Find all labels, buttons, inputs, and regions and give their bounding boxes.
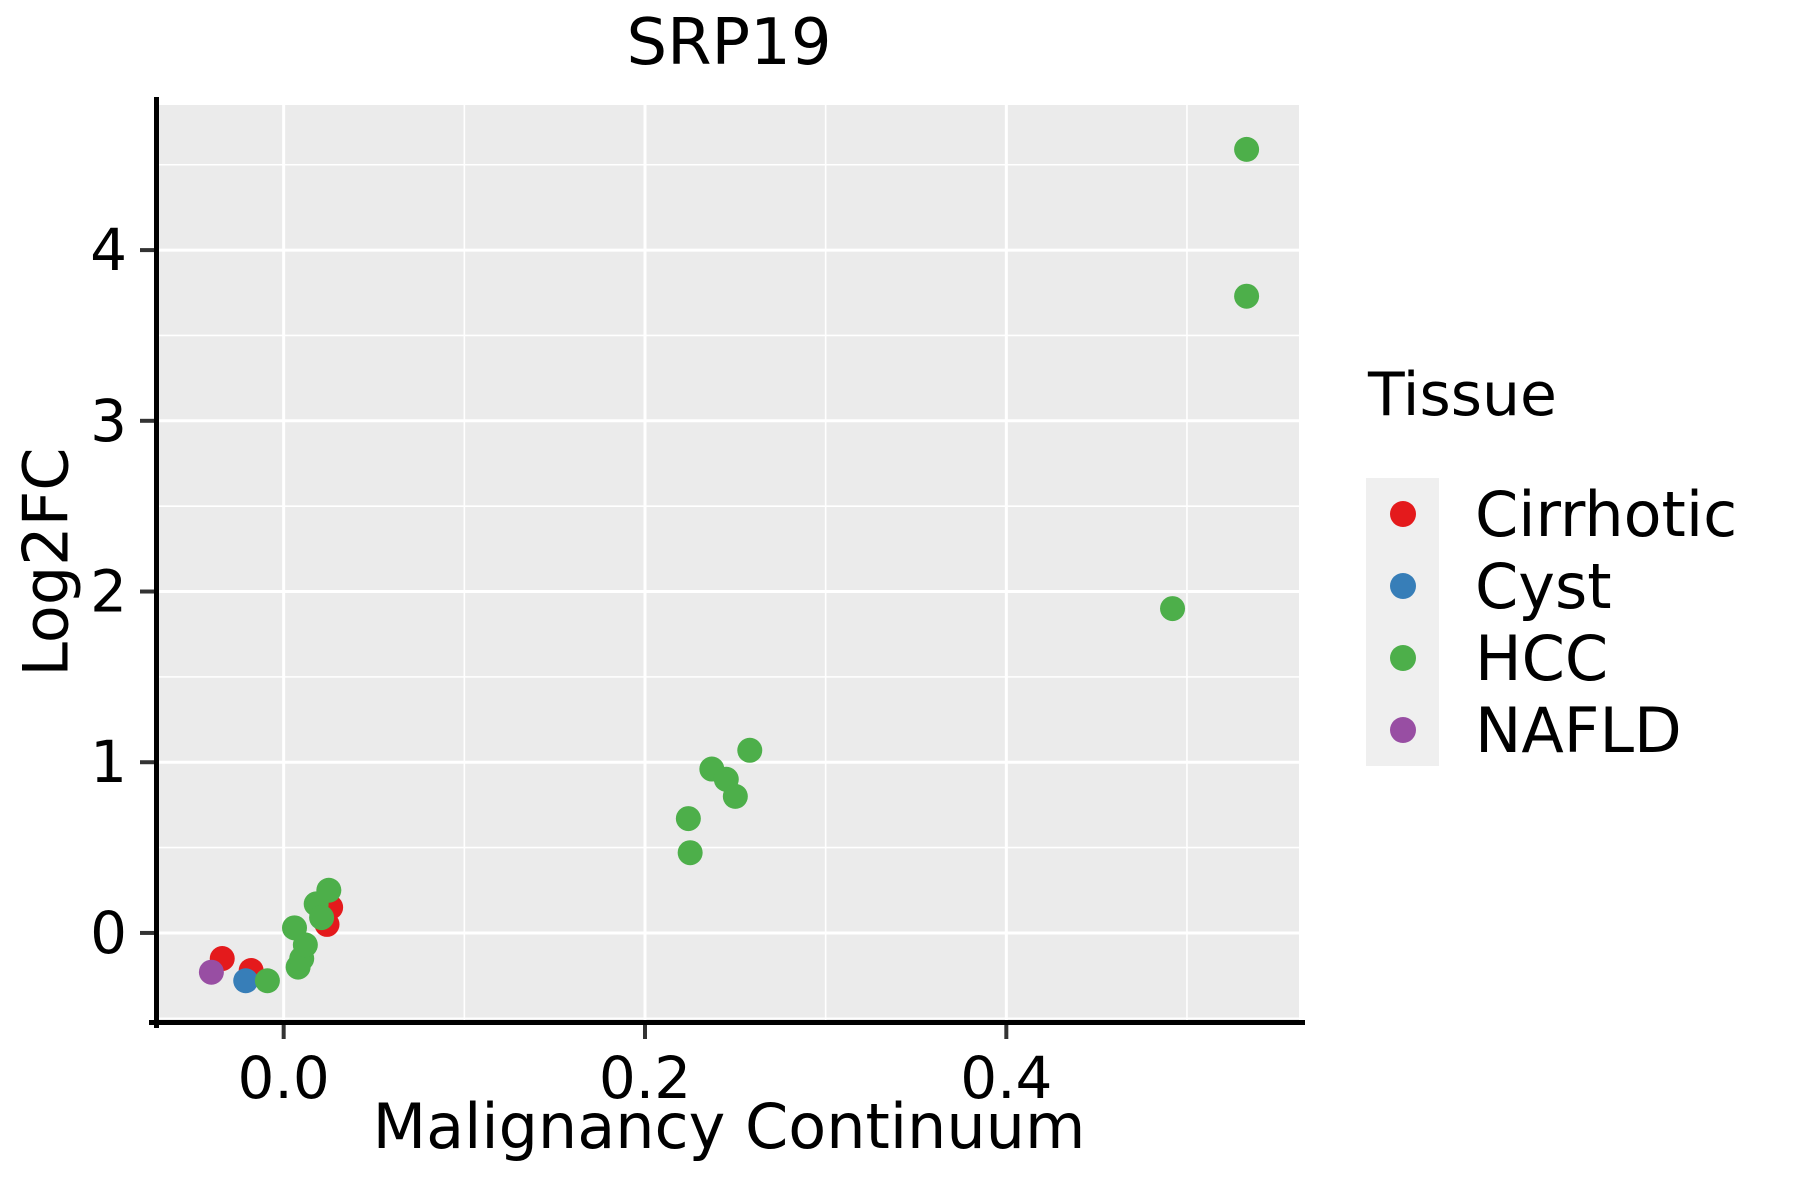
x-tick-label: 0.0 [238, 1044, 330, 1112]
data-point-HCC [722, 783, 748, 809]
legend-key-swatch [1366, 622, 1439, 694]
x-axis-title: Malignancy Continuum [372, 1090, 1086, 1163]
data-point-HCC [309, 905, 335, 931]
legend-row: Cirrhotic [1366, 477, 1738, 551]
legend-row: NAFLD [1366, 693, 1737, 767]
legend-dot-icon [1389, 501, 1416, 527]
y-tick-label: 2 [90, 558, 127, 626]
legend: Tissue Cirrhotic Cyst HCC NAFLD [1366, 360, 1738, 767]
x-tick-label: 0.2 [599, 1044, 691, 1112]
data-point-HCC [675, 806, 701, 832]
legend-row: HCC [1366, 621, 1737, 695]
scatter-plot: 0 1 2 3 4 0.0 0.2 0.4 [90, 97, 1305, 1112]
legend-dot-icon [1389, 573, 1416, 599]
legend-key-swatch [1366, 550, 1439, 622]
y-axis-title: Log2FC [9, 447, 83, 677]
data-point-Cyst [233, 968, 259, 994]
y-tick-label: 4 [90, 216, 127, 284]
data-point-HCC [254, 968, 280, 994]
data-point-HCC [1160, 596, 1186, 622]
legend-dot-icon [1389, 717, 1416, 743]
y-tick-label: 1 [90, 728, 127, 796]
legend-key-swatch [1366, 478, 1439, 550]
y-tick-label: 0 [90, 899, 127, 967]
legend-key-swatch [1366, 694, 1439, 766]
y-tick-label: 3 [90, 387, 127, 455]
legend-label: Cirrhotic [1475, 477, 1738, 551]
legend-label: HCC [1475, 621, 1609, 695]
data-point-HCC [1234, 283, 1260, 309]
data-point-HCC [737, 737, 763, 763]
legend-label: NAFLD [1475, 693, 1682, 767]
data-point-HCC [677, 840, 703, 866]
plot-panel [159, 105, 1299, 1020]
legend-dot-icon [1389, 645, 1416, 671]
legend-title: Tissue [1368, 360, 1557, 430]
plot-title: SRP19 [626, 6, 832, 80]
data-point-HCC [1234, 136, 1260, 162]
legend-items: Cirrhotic Cyst HCC NAFLD [1366, 477, 1738, 767]
legend-row: Cyst [1366, 549, 1737, 623]
x-tick-label: 0.4 [960, 1044, 1052, 1112]
data-point-HCC [292, 932, 318, 958]
data-point-NAFLD [198, 959, 224, 985]
data-point-HCC [316, 877, 342, 903]
legend-label: Cyst [1475, 549, 1612, 623]
